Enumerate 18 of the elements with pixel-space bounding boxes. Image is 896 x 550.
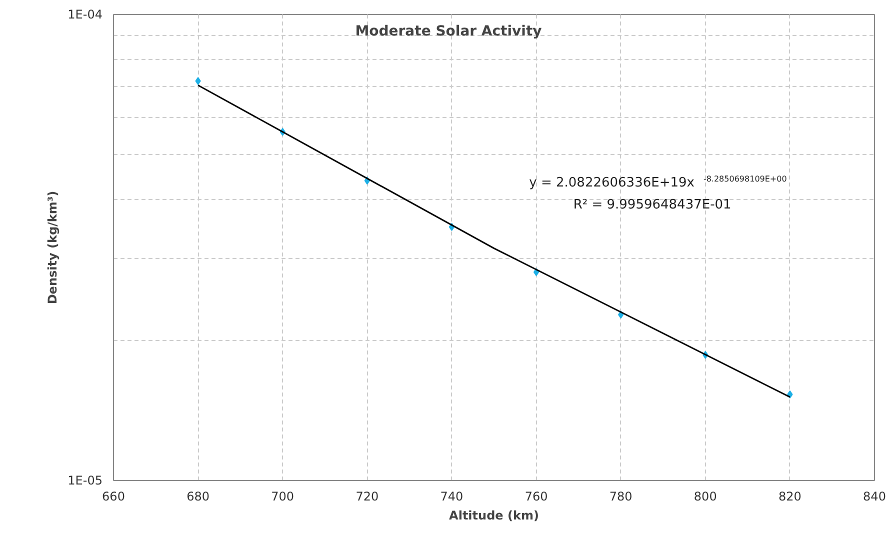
annotation: R² = 9.9959648437E-01 <box>573 198 732 212</box>
y-tick-label: 1E-05 <box>68 474 103 488</box>
x-tick-label: 800 <box>694 490 717 504</box>
x-tick-label: 660 <box>102 490 125 504</box>
text: Moderate Solar Activity <box>355 24 542 40</box>
x-tick-label: 740 <box>440 490 464 504</box>
x-tick-label: 780 <box>609 490 632 504</box>
x-tick-label: 840 <box>863 490 886 504</box>
point <box>195 76 201 85</box>
x-axis-title: Altitude (km) <box>449 508 539 522</box>
x-tick-label: 820 <box>778 490 802 504</box>
x-tick-label: 680 <box>186 490 210 504</box>
x-tick-label: 700 <box>271 490 294 504</box>
y-axis-title: Density (kg/km³) <box>46 190 60 304</box>
x-tick-label: 720 <box>356 490 379 504</box>
y-tick-label: 1E-04 <box>68 8 103 22</box>
annotation: y = 2.0822606336E+19x-8.2850698109E+00 <box>529 174 787 190</box>
x-tick-label: 760 <box>524 490 548 504</box>
